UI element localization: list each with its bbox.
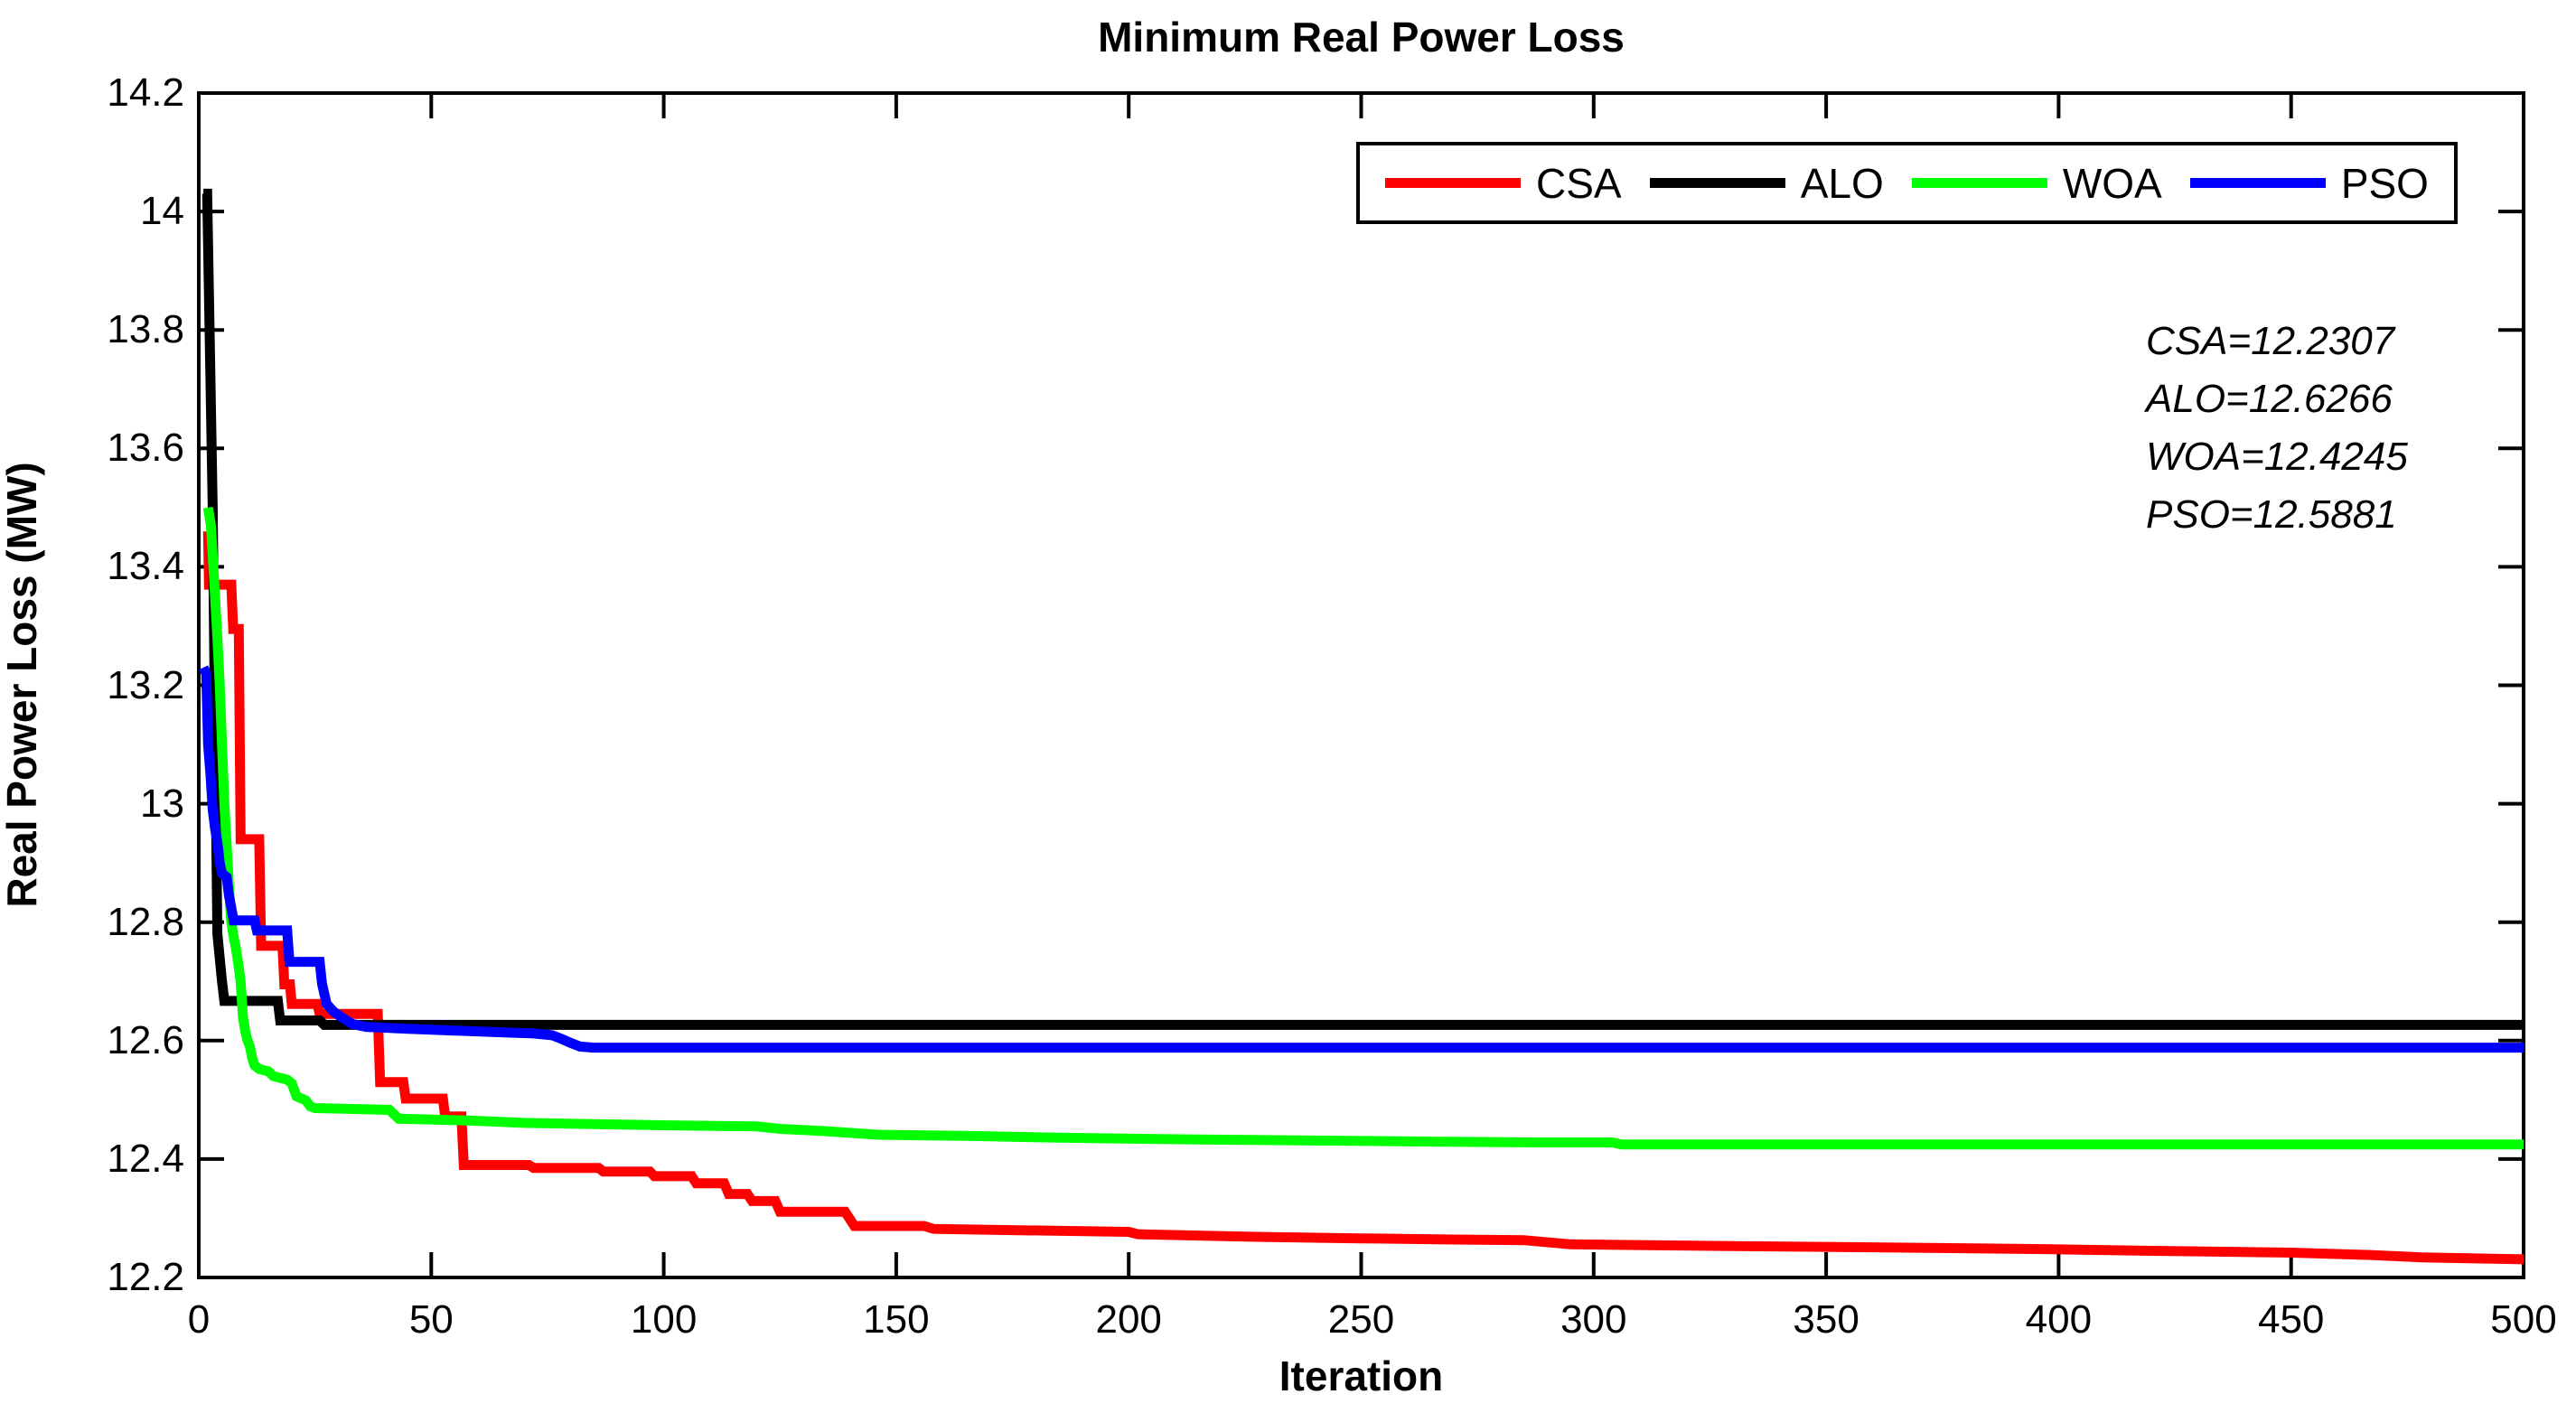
x-tick-label: 100	[630, 1297, 698, 1342]
x-tick-label: 400	[2025, 1297, 2093, 1342]
y-tick-label: 12.8	[107, 899, 184, 944]
chart-title: Minimum Real Power Loss	[1098, 14, 1625, 61]
x-tick-label: 200	[1095, 1297, 1162, 1342]
y-tick-label: 14	[140, 189, 184, 234]
woa-line-swatch	[1911, 178, 2047, 188]
legend-label-woa: WOA	[2062, 159, 2162, 207]
y-tick-label: 12.4	[107, 1136, 184, 1181]
annotation-woa: WOA=12.4245	[2146, 435, 2408, 479]
annotation-alo: ALO=12.6266	[2146, 377, 2393, 421]
legend-label-csa: CSA	[1536, 159, 1622, 207]
x-tick-label: 150	[863, 1297, 930, 1342]
annotation-pso: PSO=12.5881	[2146, 492, 2397, 537]
y-tick-label: 13	[140, 781, 184, 826]
legend-item-csa: CSA	[1385, 159, 1622, 208]
series-line-csa	[202, 531, 2524, 1265]
y-tick-label: 14.2	[107, 70, 184, 115]
legend-item-woa: WOA	[1911, 159, 2162, 208]
legend: CSA ALO WOA PSO	[1356, 142, 2458, 224]
y-tick-label: 13.6	[107, 426, 184, 471]
y-tick-label: 12.2	[107, 1255, 184, 1299]
x-tick-label: 350	[1793, 1297, 1859, 1342]
x-axis-label: Iteration	[1279, 1352, 1444, 1399]
series-line-woa	[202, 506, 2524, 1150]
legend-item-pso: PSO	[2189, 159, 2429, 208]
result-annotations: CSA=12.2307 ALO=12.6266 WOA=12.4245 PSO=…	[2146, 313, 2408, 544]
pso-line-swatch	[2189, 178, 2326, 188]
legend-label-alo: ALO	[1800, 159, 1884, 207]
series-line-alo	[201, 188, 2524, 1030]
y-tick-label: 12.6	[107, 1017, 184, 1062]
x-tick-label: 300	[1560, 1297, 1627, 1342]
y-axis-label: Real Power Loss (MW)	[0, 462, 45, 908]
alo-line-swatch	[1649, 178, 1785, 188]
axis-ticks	[197, 91, 2525, 1279]
legend-label-pso: PSO	[2340, 159, 2429, 207]
y-tick-label: 13.4	[107, 544, 184, 589]
series-line-pso	[199, 665, 2524, 1053]
legend-item-alo: ALO	[1649, 159, 1884, 208]
x-tick-label: 500	[2490, 1297, 2557, 1342]
x-tick-label: 250	[1327, 1297, 1395, 1342]
x-tick-label: 0	[187, 1297, 211, 1342]
axes-box	[197, 91, 2525, 1279]
x-tick-label: 50	[408, 1297, 454, 1342]
annotation-csa: CSA=12.2307	[2146, 319, 2395, 363]
x-tick-label: 450	[2257, 1297, 2325, 1342]
y-tick-label: 13.2	[107, 662, 184, 707]
csa-line-swatch	[1385, 178, 1521, 188]
series-lines	[199, 188, 2524, 1265]
y-tick-label: 13.8	[107, 307, 184, 352]
